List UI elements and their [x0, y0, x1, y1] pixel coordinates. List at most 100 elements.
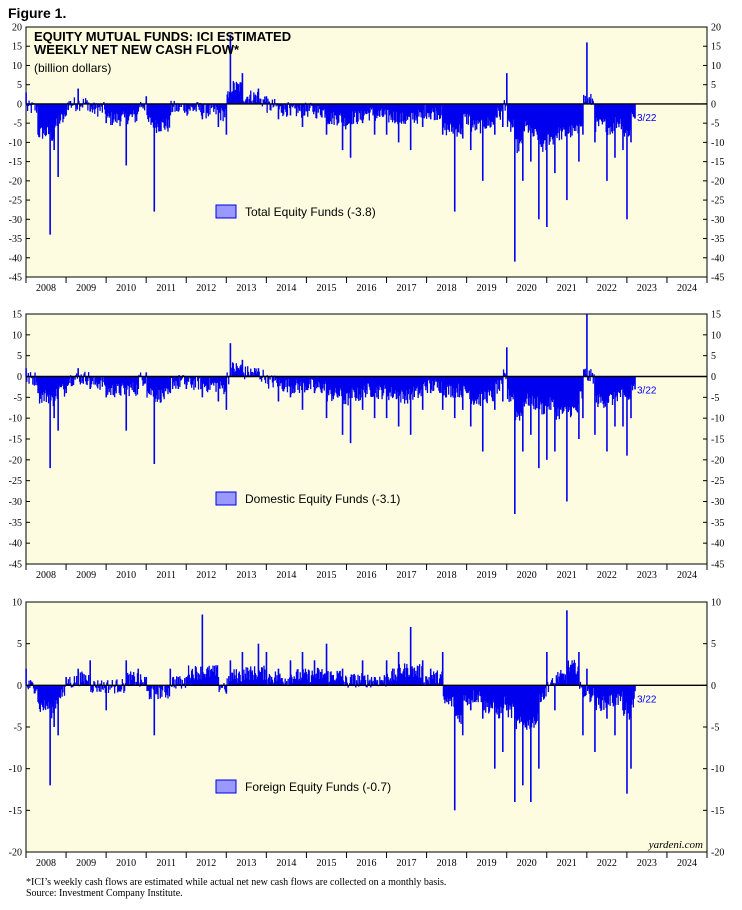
- data-bar: [619, 685, 622, 702]
- data-bar: [455, 103, 457, 129]
- data-bar: [318, 669, 320, 686]
- data-bar: [477, 685, 479, 703]
- data-bar: [229, 34, 232, 104]
- data-bar: [328, 682, 330, 686]
- data-bar: [120, 103, 122, 122]
- data-bar: [596, 376, 598, 396]
- data-bar: [103, 685, 106, 689]
- data-bar: [330, 376, 332, 394]
- data-bar: [400, 103, 403, 124]
- data-bar: [594, 685, 597, 706]
- data-bar: [319, 103, 321, 110]
- data-bar: [483, 685, 485, 711]
- data-bar: [523, 103, 526, 132]
- data-bar: [213, 103, 216, 109]
- data-bar: [538, 376, 540, 469]
- data-bar: [36, 376, 38, 386]
- x-year-label: 2011: [156, 570, 176, 581]
- data-bar: [473, 376, 475, 405]
- data-bar: [194, 376, 197, 388]
- data-bar: [621, 376, 623, 389]
- data-bar: [608, 376, 610, 396]
- data-bar: [156, 376, 158, 402]
- data-bar: [553, 376, 555, 407]
- data-bar: [622, 376, 624, 427]
- data-bar: [403, 103, 405, 124]
- x-year-label: 2009: [76, 858, 96, 869]
- data-bar: [537, 685, 539, 714]
- data-bar: [591, 98, 594, 104]
- data-bar: [400, 673, 403, 686]
- x-year-label: 2009: [76, 283, 96, 294]
- data-bar: [477, 103, 479, 124]
- data-bar: [178, 103, 180, 111]
- data-bar: [274, 677, 276, 686]
- data-bar: [445, 376, 447, 398]
- data-bar: [166, 376, 168, 389]
- data-bar: [248, 680, 250, 686]
- data-bar: [247, 96, 249, 104]
- data-bar: [547, 103, 550, 135]
- data-bar: [173, 685, 175, 688]
- data-bar: [158, 103, 161, 132]
- data-bar: [268, 677, 270, 686]
- data-bar: [371, 103, 373, 108]
- data-bar: [628, 376, 630, 398]
- data-bar: [376, 103, 378, 119]
- data-bar: [115, 680, 117, 686]
- data-bar: [591, 685, 594, 696]
- data-bar: [299, 672, 301, 686]
- data-bar: [116, 679, 118, 686]
- data-bar: [338, 103, 341, 116]
- data-bar: [48, 376, 50, 395]
- data-bar: [45, 376, 47, 403]
- data-bar: [391, 376, 394, 399]
- x-year-label: 2021: [557, 570, 577, 581]
- data-bar: [615, 376, 618, 396]
- data-bar: [498, 685, 500, 719]
- data-bar: [352, 376, 355, 391]
- data-bar: [90, 685, 92, 693]
- data-bar: [99, 376, 101, 390]
- data-bar: [485, 685, 487, 713]
- data-bar: [200, 666, 202, 686]
- data-bar: [579, 103, 581, 125]
- data-bar: [265, 96, 268, 104]
- data-bar: [461, 103, 464, 139]
- data-bar: [471, 376, 473, 400]
- data-bar: [226, 678, 228, 686]
- y-tick-label-left: 0: [17, 681, 22, 692]
- data-bar: [70, 376, 73, 387]
- data-bar: [525, 685, 527, 728]
- data-bar: [476, 685, 478, 701]
- data-bar: [416, 376, 419, 387]
- data-bar: [494, 103, 497, 116]
- data-bar: [478, 103, 480, 121]
- data-bar: [607, 685, 610, 705]
- data-bar: [586, 42, 588, 104]
- data-bar: [422, 103, 425, 111]
- data-bar: [58, 103, 60, 116]
- data-bar: [381, 103, 383, 116]
- data-bar: [313, 660, 316, 686]
- data-bar: [50, 685, 52, 704]
- data-bar: [504, 373, 506, 377]
- data-bar: [560, 103, 562, 129]
- data-bar: [29, 685, 31, 688]
- data-bar: [290, 674, 292, 686]
- data-bar: [186, 376, 188, 385]
- data-bar: [448, 103, 451, 132]
- data-bar: [418, 666, 420, 686]
- data-bar: [558, 376, 560, 420]
- data-bar: [314, 103, 316, 109]
- data-bar: [399, 103, 401, 123]
- data-bar: [167, 685, 169, 699]
- data-bar: [557, 103, 560, 128]
- data-bar: [469, 103, 471, 115]
- data-bar: [206, 376, 208, 392]
- data-bar: [559, 103, 561, 131]
- data-bar: [578, 376, 580, 439]
- data-bar: [177, 103, 180, 112]
- data-bar: [375, 103, 377, 115]
- data-bar: [120, 376, 123, 387]
